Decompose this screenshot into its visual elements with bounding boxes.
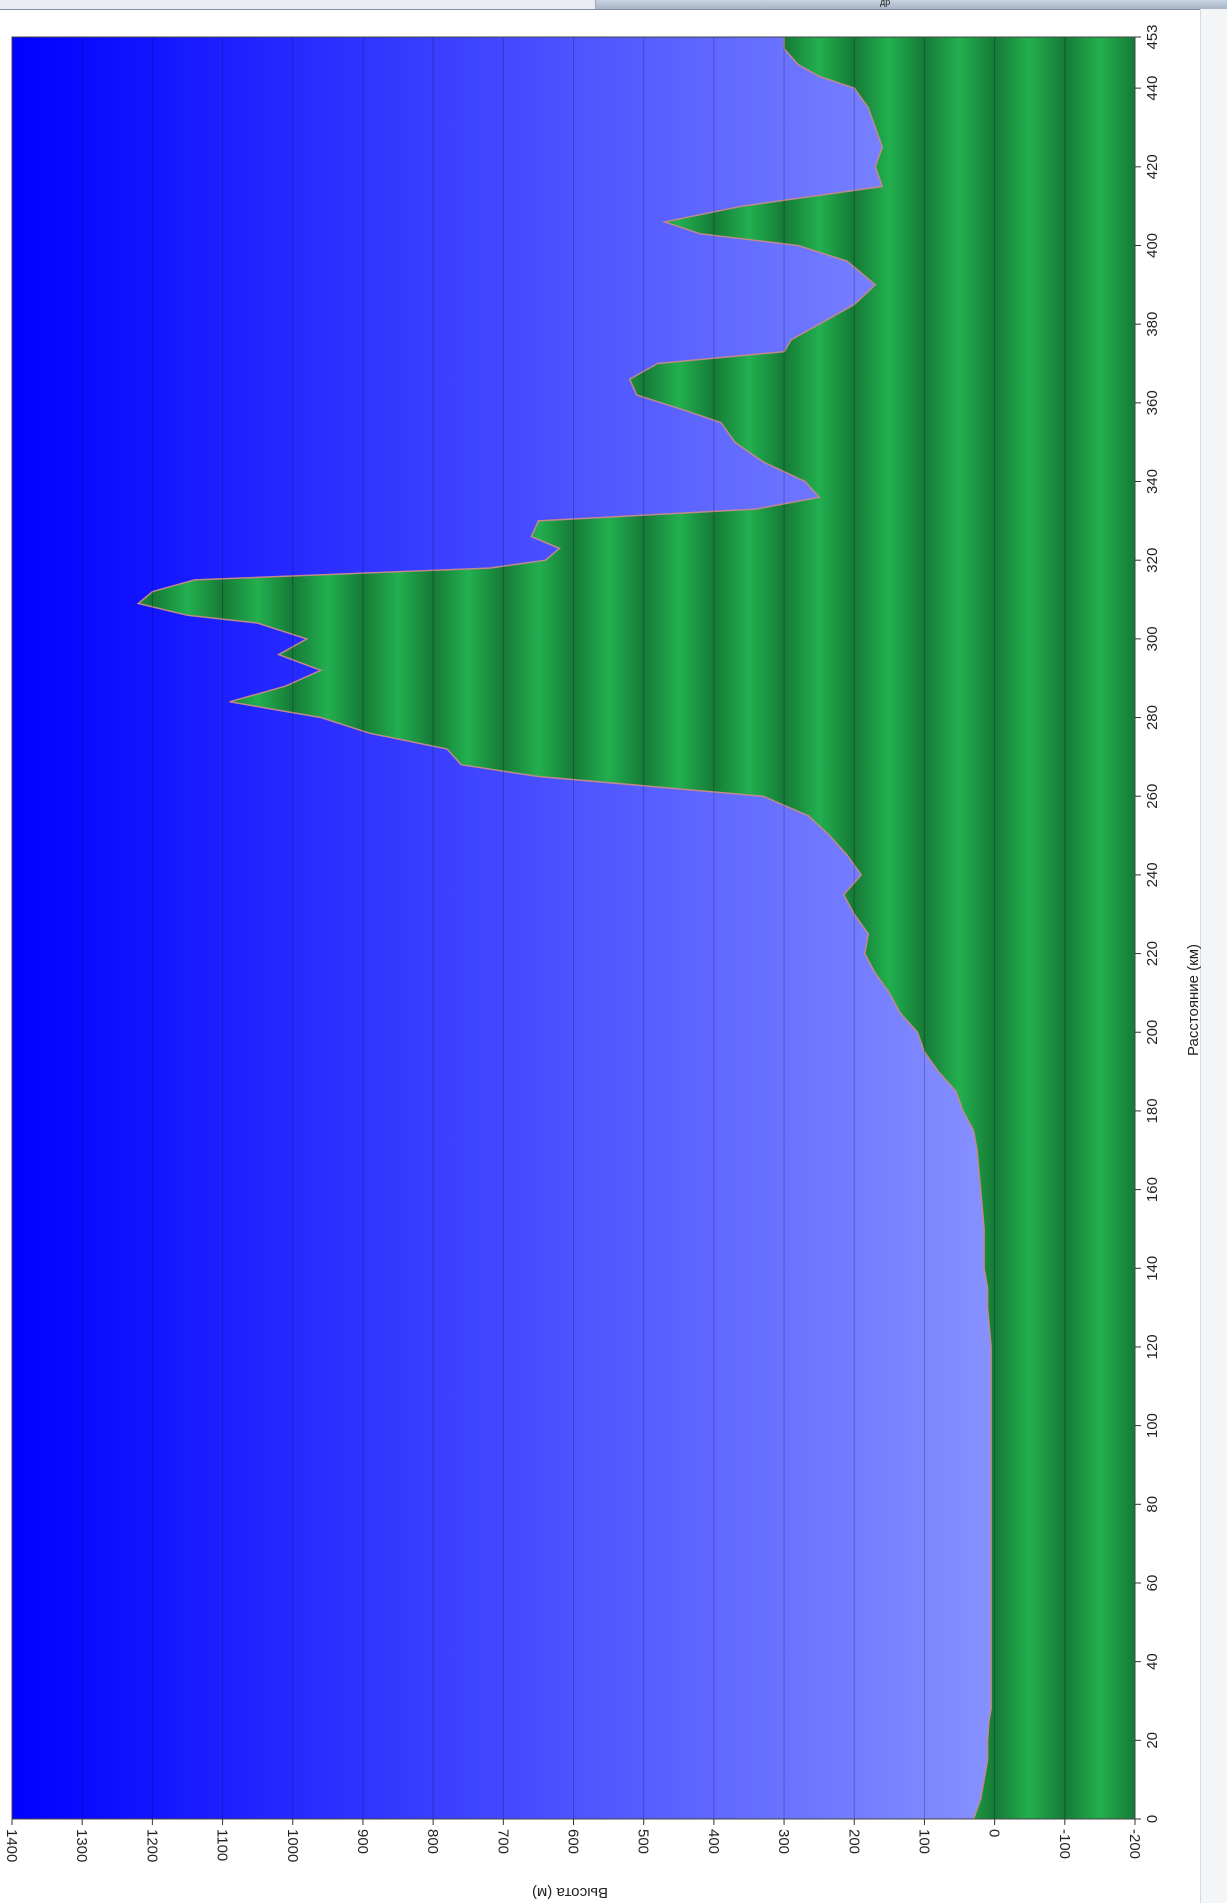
- x-tick-label: 260: [1144, 784, 1161, 809]
- window-title-bar: др: [0, 0, 1227, 10]
- y-tick-label: -100: [1056, 1829, 1073, 1859]
- y-tick-label: 800: [424, 1829, 441, 1854]
- x-tick-label: 440: [1144, 76, 1161, 101]
- x-tick-label: 400: [1144, 233, 1161, 258]
- y-tick-label: -200: [1126, 1829, 1143, 1859]
- x-tick-label: 280: [1144, 705, 1161, 730]
- x-tick-label: 80: [1144, 1496, 1161, 1513]
- window-caption: др: [880, 0, 891, 7]
- y-tick-label: 200: [845, 1829, 862, 1854]
- x-tick-label: 380: [1144, 312, 1161, 337]
- x-tick-label: 0: [1144, 1815, 1161, 1823]
- y-tick-label: 1300: [73, 1829, 90, 1862]
- y-tick-label: 1200: [143, 1829, 160, 1862]
- y-tick-label: 300: [775, 1829, 792, 1854]
- y-tick-label: 500: [635, 1829, 652, 1854]
- y-tick-label: 1400: [3, 1829, 20, 1862]
- x-tick-label: 180: [1144, 1098, 1161, 1123]
- x-tick-label: 40: [1144, 1653, 1161, 1670]
- y-tick-label: 900: [354, 1829, 371, 1854]
- y-tick-label: 1100: [214, 1829, 231, 1861]
- right-scroll-strip[interactable]: [1200, 9, 1227, 1903]
- x-tick-label: 240: [1144, 862, 1161, 887]
- x-tick-label: 453: [1144, 24, 1161, 49]
- window-tab[interactable]: [215, 0, 596, 9]
- y-tick-label: 700: [494, 1829, 511, 1854]
- x-tick-label: 320: [1144, 548, 1161, 573]
- distance-axis: 0 20 40 60 80 100 120 140 160 180 200 220 240 260 280 3…: [1135, 24, 1161, 1823]
- x-tick-label: 220: [1144, 941, 1161, 966]
- y-tick-label: 0: [986, 1829, 1003, 1837]
- x-tick-label: 160: [1144, 1177, 1161, 1202]
- x-tick-label: 300: [1144, 626, 1161, 651]
- terrain-profile-line: [136, 37, 992, 1820]
- y-tick-label: 400: [705, 1829, 722, 1854]
- x-tick-label: 120: [1144, 1334, 1161, 1359]
- x-tick-label: 420: [1144, 154, 1161, 179]
- elevation-axis: -200 -100 0 100 200 300 400 500 600 700 800 900 1000…: [3, 1819, 1143, 1862]
- y-tick-label: 100: [915, 1829, 932, 1854]
- x-tick-label: 100: [1144, 1413, 1161, 1438]
- y-tick-label: 600: [565, 1829, 582, 1854]
- x-tick-label: 140: [1144, 1256, 1161, 1281]
- x-tick-label: 20: [1144, 1732, 1161, 1749]
- y-tick-label: 1000: [284, 1829, 301, 1862]
- y-axis-title: Высота (м): [532, 1884, 608, 1901]
- x-tick-label: 340: [1144, 469, 1161, 494]
- x-tick-label: 360: [1144, 390, 1161, 415]
- x-tick-label: 200: [1144, 1020, 1161, 1045]
- x-axis-title: Расстояние (км): [1185, 944, 1202, 1056]
- grid: [11, 36, 1136, 1820]
- x-tick-label: 60: [1144, 1575, 1161, 1592]
